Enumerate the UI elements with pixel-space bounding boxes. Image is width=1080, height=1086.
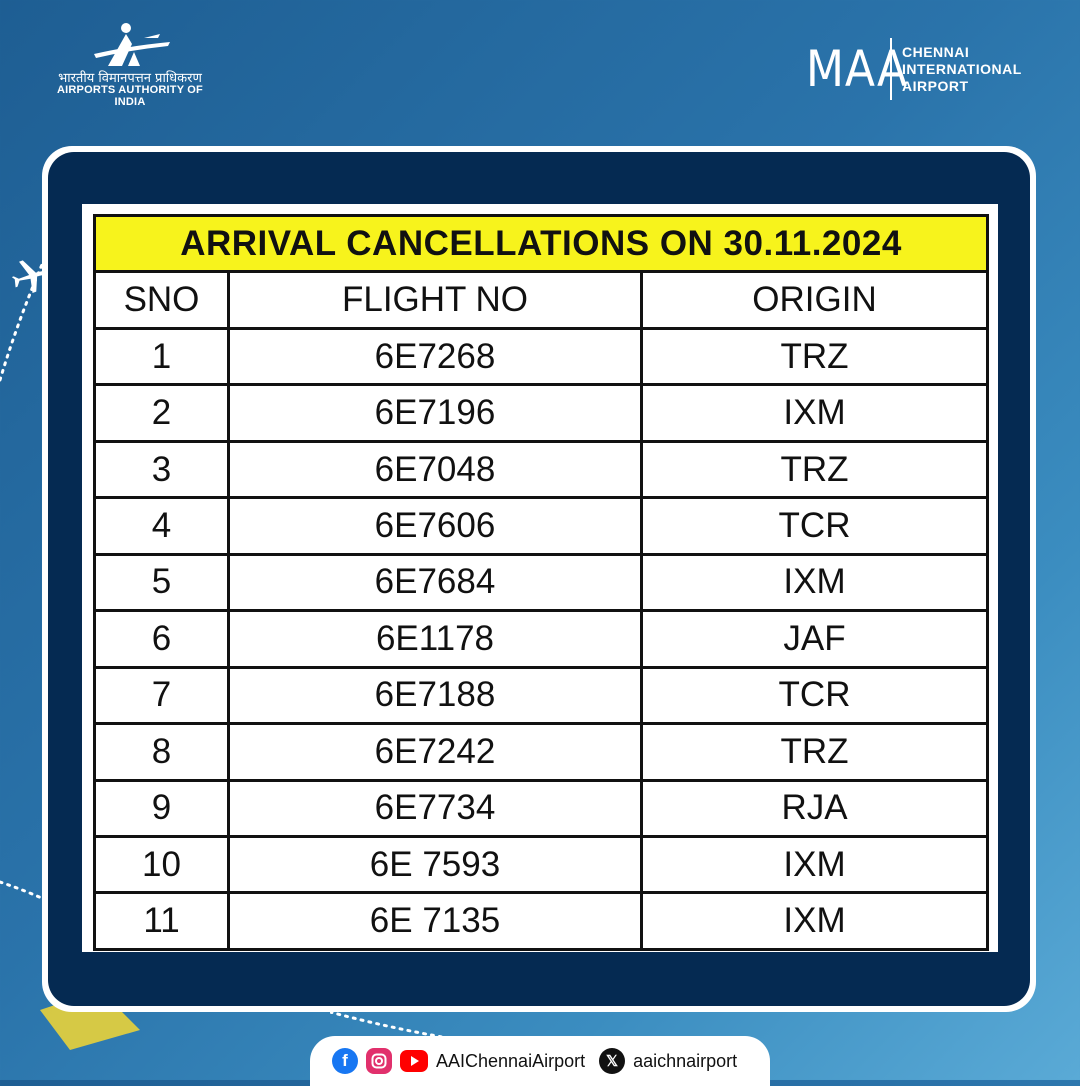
cell-origin: IXM <box>639 834 990 895</box>
flight-path-decoration <box>0 880 48 902</box>
table-header-row: SNO FLIGHT NO ORIGIN <box>93 270 990 330</box>
table-row: 3 6E7048 TRZ <box>93 439 990 500</box>
table-row: 10 6E 7593 IXM <box>93 834 990 895</box>
cell-flight-no: 6E7268 <box>227 326 643 387</box>
cell-origin: TRZ <box>639 439 990 500</box>
org-name-english: AIRPORTS AUTHORITY OF INDIA <box>57 84 203 108</box>
column-header-sno: SNO <box>93 270 230 330</box>
airport-name-line: INTERNATIONAL <box>902 60 1022 77</box>
cell-sno: 8 <box>93 722 230 782</box>
cell-origin: TRZ <box>639 326 990 387</box>
cell-sno: 4 <box>93 496 230 556</box>
cell-origin: TCR <box>639 496 990 556</box>
cell-origin: JAF <box>639 609 990 669</box>
cell-flight-no: 6E7242 <box>227 722 643 782</box>
cell-flight-no: 6E 7593 <box>227 834 643 895</box>
table-row: 6 6E1178 JAF <box>93 609 990 669</box>
cell-sno: 6 <box>93 609 230 669</box>
x-icon[interactable]: 𝕏 <box>599 1048 626 1074</box>
cell-flight-no: 6E7606 <box>227 496 643 556</box>
cell-sno: 7 <box>93 665 230 726</box>
youtube-icon[interactable] <box>400 1050 428 1072</box>
social-handle-x[interactable]: aaichnairport <box>633 1050 738 1071</box>
cell-origin: IXM <box>639 383 990 443</box>
airport-name: CHENNAI INTERNATIONAL AIRPORT <box>902 44 1022 95</box>
column-header-origin: ORIGIN <box>639 270 990 330</box>
table-row: 1 6E7268 TRZ <box>93 326 990 387</box>
facebook-icon[interactable]: f <box>332 1048 358 1074</box>
table-row: 2 6E7196 IXM <box>93 383 990 443</box>
cell-sno: 11 <box>93 891 230 951</box>
column-header-flight-no: FLIGHT NO <box>227 270 643 330</box>
cell-sno: 2 <box>93 383 230 443</box>
cell-flight-no: 6E7734 <box>227 778 643 838</box>
cell-flight-no: 6E 7135 <box>227 891 643 951</box>
table-row: 4 6E7606 TCR <box>93 496 990 556</box>
cell-flight-no: 6E1178 <box>227 609 643 669</box>
social-media-bar: f AAIChennaiAirport 𝕏 aaichnairport <box>310 1036 770 1086</box>
cell-sno: 3 <box>93 439 230 500</box>
cell-sno: 10 <box>93 834 230 895</box>
branding-divider <box>890 38 892 100</box>
cell-flight-no: 6E7196 <box>227 383 643 443</box>
airplane-icon <box>12 260 52 293</box>
cell-flight-no: 6E7048 <box>227 439 643 500</box>
cell-origin: IXM <box>639 552 990 613</box>
aai-logo: भारतीय विमानपत्तन प्राधिकरण AIRPORTS AUT… <box>40 22 220 108</box>
airport-name-line: CHENNAI <box>902 43 970 60</box>
social-handle-main[interactable]: AAIChennaiAirport <box>436 1050 586 1071</box>
cell-origin: RJA <box>639 778 990 838</box>
table-row: 9 6E7734 RJA <box>93 778 990 838</box>
cell-flight-no: 6E7684 <box>227 552 643 613</box>
cell-origin: TCR <box>639 665 990 726</box>
table-row: 11 6E 7135 IXM <box>93 891 990 951</box>
airport-branding: MAA CHENNAI INTERNATIONAL AIRPORT <box>806 38 1022 100</box>
arrival-cancellations-table: ARRIVAL CANCELLATIONS ON 30.11.2024 SNO … <box>92 213 990 951</box>
cell-sno: 1 <box>93 326 230 387</box>
instagram-icon[interactable] <box>366 1048 392 1074</box>
cell-origin: IXM <box>639 891 990 951</box>
table-row: 8 6E7242 TRZ <box>93 722 990 782</box>
aai-emblem-icon <box>94 23 170 66</box>
cell-sno: 5 <box>93 552 230 613</box>
table-title: ARRIVAL CANCELLATIONS ON 30.11.2024 <box>92 213 990 274</box>
cell-flight-no: 6E7188 <box>227 665 643 726</box>
airport-name-line: AIRPORT <box>902 77 969 94</box>
org-name-hindi: भारतीय विमानपत्तन प्राधिकरण <box>58 71 202 86</box>
table-row: 7 6E7188 TCR <box>93 665 990 726</box>
cell-sno: 9 <box>93 778 230 838</box>
cell-origin: TRZ <box>639 722 990 782</box>
airport-code: MAA <box>806 40 909 98</box>
table-row: 5 6E7684 IXM <box>93 552 990 613</box>
